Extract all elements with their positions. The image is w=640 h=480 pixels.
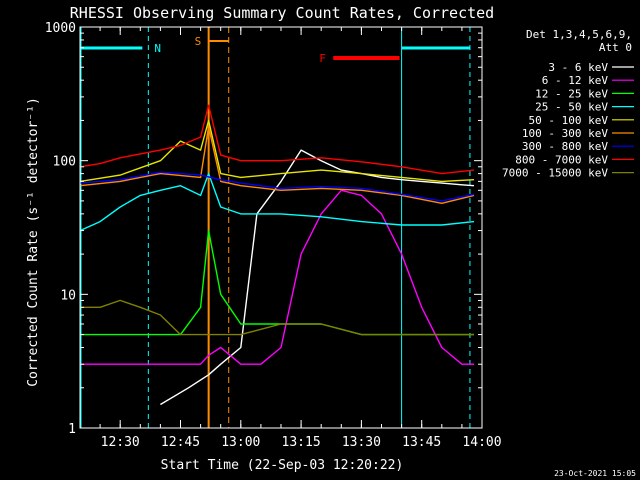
legend-label: 800 - 7000 keV xyxy=(515,153,608,166)
series-line-300-800-kev xyxy=(79,171,475,202)
y-tick-label: 10 xyxy=(60,288,76,303)
series-line-3-6-kev xyxy=(160,149,475,406)
marker-n-label: N xyxy=(154,42,161,55)
legend-label: 6 - 12 keV xyxy=(542,74,609,87)
legend-label: 100 - 300 keV xyxy=(522,127,608,140)
series-line-6-12-kev xyxy=(80,189,474,365)
legend-header-det: Det 1,3,4,5,6,9, xyxy=(526,28,632,41)
legend-label: 25 - 50 keV xyxy=(535,101,608,114)
x-tick-label: 13:00 xyxy=(221,435,260,450)
series-line-800-7000-kev xyxy=(79,104,475,175)
legend-label: 300 - 800 keV xyxy=(522,140,608,153)
legend-label: 3 - 6 keV xyxy=(548,61,608,74)
x-tick-label: 12:45 xyxy=(161,435,200,450)
y-tick-label: 1000 xyxy=(45,21,76,36)
legend-label: 12 - 25 keV xyxy=(535,87,608,100)
x-axis-label: Start Time (22-Sep-03 12:20:22) xyxy=(161,458,404,473)
series-line-7000-15000-kev xyxy=(80,299,474,336)
legend-label: 50 - 100 keV xyxy=(529,114,609,127)
y-tick-label: 100 xyxy=(53,155,76,170)
x-tick-label: 12:30 xyxy=(101,435,140,450)
x-tick-label: 13:30 xyxy=(342,435,381,450)
x-tick-label: 13:15 xyxy=(282,435,321,450)
chart-title: RHESSI Observing Summary Count Rates, Co… xyxy=(70,4,494,22)
y-axis-label: Corrected Count Rate (s⁻¹ detector⁻¹) xyxy=(26,97,41,387)
legend-header-att: Att 0 xyxy=(599,41,632,54)
series-line-25-50-kev xyxy=(79,172,475,232)
x-tick-label: 13:45 xyxy=(402,435,441,450)
series-line-100-300-kev xyxy=(79,125,475,205)
series-line-50-100-kev xyxy=(79,119,475,183)
marker-f-label: F xyxy=(319,52,326,65)
legend-label: 7000 - 15000 keV xyxy=(502,167,608,180)
x-tick-label: 14:00 xyxy=(462,435,501,450)
marker-s-label: S xyxy=(195,35,202,48)
timestamp: 23-Oct-2021 15:05 xyxy=(554,469,636,478)
y-tick-label: 1 xyxy=(68,422,76,437)
